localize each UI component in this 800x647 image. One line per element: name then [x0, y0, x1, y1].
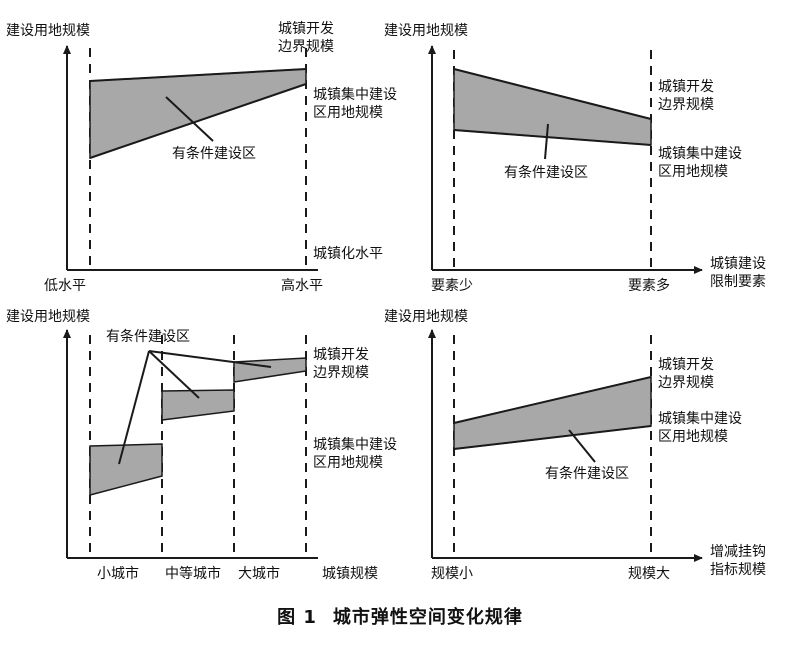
p2-x-tick-few: 要素少	[431, 278, 473, 294]
boundary-lower-line	[89, 83, 307, 159]
p4-x-tick-small: 规模小	[431, 566, 473, 582]
boundary-upper-line	[453, 68, 652, 120]
p4-lower-label: 城镇集中建设 区用地规模	[658, 411, 742, 445]
p2-upper-label: 城镇开发 边界规模	[658, 79, 714, 113]
figure-title: 城市弹性空间变化规律	[332, 607, 523, 628]
p4-region-label: 有条件建设区	[545, 466, 629, 482]
p3-lower-label: 城镇集中建设 区用地规模	[313, 437, 397, 471]
conditional-area-medium-city	[161, 389, 235, 421]
boundary-lower-line	[453, 425, 652, 450]
p4-x-axis-label: 增减挂钩 指标规模	[710, 544, 766, 578]
p3-x-axis-label: 城镇规模	[322, 566, 378, 582]
conditional-area-large-city	[233, 357, 307, 383]
p3-y-axis-label: 建设用地规模	[6, 309, 90, 325]
panel-urbanization	[63, 45, 318, 271]
boundary-upper-line	[453, 376, 652, 424]
p1-region-label: 有条件建设区	[172, 146, 256, 162]
figure-caption: 图 1 城市弹性空间变化规律	[0, 603, 800, 629]
panel-city-size	[63, 329, 318, 559]
boundary-lower-line	[453, 129, 652, 146]
p2-x-tick-many: 要素多	[628, 278, 670, 294]
panel-linkage-quota	[428, 329, 703, 562]
p4-x-tick-large: 规模大	[628, 566, 670, 582]
region-pointer-large	[148, 350, 272, 368]
conditional-construction-area	[453, 68, 652, 146]
p1-x-tick-low: 低水平	[44, 278, 86, 294]
p2-y-axis-label: 建设用地规模	[384, 23, 468, 39]
region-pointer	[544, 123, 549, 160]
p3-x-tick-small-city: 小城市	[97, 566, 139, 582]
p4-y-axis-label: 建设用地规模	[384, 309, 468, 325]
conditional-area-small-city	[89, 443, 163, 496]
p3-x-tick-large-city: 大城市	[238, 566, 280, 582]
p1-y-axis-label: 建设用地规模	[6, 23, 90, 39]
p3-x-tick-medium-city: 中等城市	[165, 566, 221, 582]
p3-upper-label: 城镇开发 边界规模	[313, 347, 369, 381]
region-pointer-medium	[148, 350, 200, 399]
boundary-upper-line	[89, 68, 307, 82]
p2-lower-label: 城镇集中建设 区用地规模	[658, 146, 742, 180]
p1-x-axis-label: 城镇化水平	[313, 246, 383, 262]
p1-upper-label: 城镇开发 边界规模	[278, 21, 334, 55]
region-pointer	[165, 96, 214, 142]
p1-lower-label: 城镇集中建设 区用地规模	[313, 87, 397, 121]
panel-restriction-factors	[428, 45, 703, 274]
region-pointer	[568, 429, 596, 463]
p3-region-label: 有条件建设区	[106, 329, 190, 345]
figure-number: 图 1	[277, 607, 317, 628]
p1-x-tick-high: 高水平	[281, 278, 323, 294]
region-pointer-small	[118, 350, 150, 465]
p2-region-label: 有条件建设区	[504, 165, 588, 181]
p4-upper-label: 城镇开发 边界规模	[658, 357, 714, 391]
p2-x-axis-label: 城镇建设 限制要素	[710, 256, 766, 290]
